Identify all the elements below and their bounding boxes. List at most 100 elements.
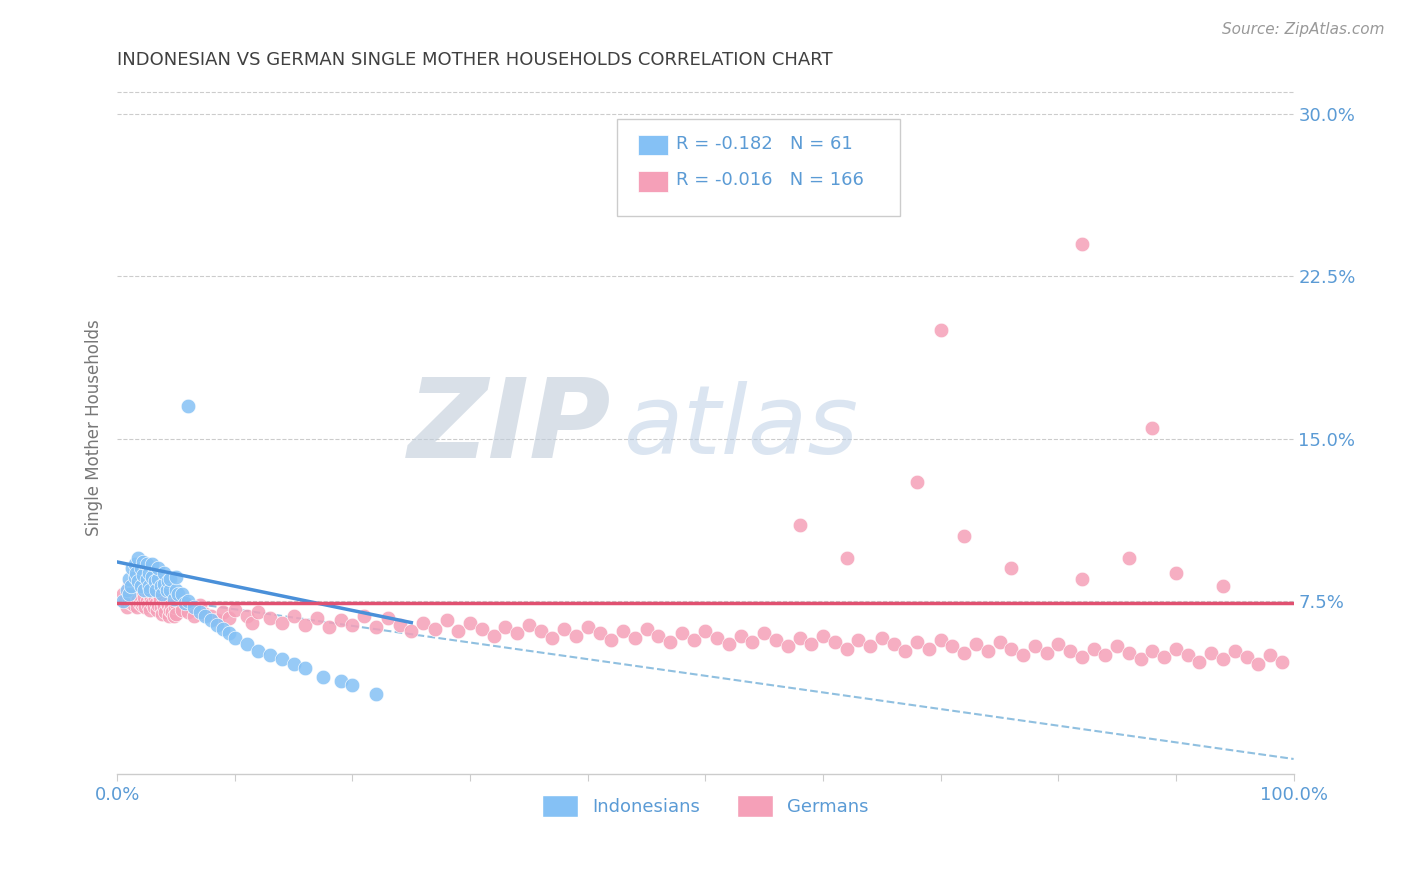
Point (659, 635, 682, 649)
Point (846, 632, 869, 647)
Point (129, 590, 152, 604)
Point (129, 579, 152, 593)
Point (905, 635, 928, 649)
Point (153, 576, 176, 591)
Point (283, 609, 305, 624)
Point (458, 615, 481, 630)
Point (789, 631, 811, 645)
Point (517, 617, 540, 632)
Point (447, 624, 470, 639)
Point (117, 583, 139, 598)
Point (329, 673, 352, 688)
Point (188, 599, 211, 613)
Point (132, 555, 155, 569)
Point (1000, 641, 1022, 656)
Point (776, 640, 799, 654)
Point (312, 670, 335, 684)
Point (121, 561, 143, 575)
Point (1177, 648, 1199, 662)
Point (929, 323, 952, 337)
Point (423, 622, 446, 636)
Point (134, 583, 156, 598)
Point (1070, 572, 1092, 586)
Point (1035, 646, 1057, 660)
Text: ZIP: ZIP (408, 375, 612, 482)
Point (155, 583, 177, 598)
Point (811, 629, 834, 643)
Point (174, 596, 197, 610)
Point (170, 602, 193, 616)
Point (148, 591, 170, 606)
Point (160, 599, 183, 613)
Point (1107, 640, 1129, 654)
Point (155, 596, 177, 610)
Point (259, 611, 281, 625)
Point (1247, 657, 1270, 671)
Point (124, 583, 146, 598)
Point (730, 629, 752, 643)
Point (118, 587, 141, 601)
Point (194, 609, 217, 624)
Point (682, 632, 704, 647)
Point (859, 640, 882, 654)
Point (1118, 646, 1140, 660)
Point (163, 591, 186, 606)
Text: INDONESIAN VS GERMAN SINGLE MOTHER HOUSEHOLDS CORRELATION CHART: INDONESIAN VS GERMAN SINGLE MOTHER HOUSE… (117, 51, 832, 69)
Point (150, 587, 173, 601)
Point (717, 637, 740, 651)
Point (377, 611, 399, 625)
Point (612, 624, 634, 639)
Point (135, 594, 157, 608)
Point (294, 661, 316, 675)
Point (149, 600, 172, 615)
Point (120, 579, 142, 593)
Point (364, 687, 387, 701)
Point (929, 632, 952, 647)
Point (125, 587, 148, 601)
Point (167, 587, 190, 601)
Point (1223, 644, 1246, 658)
Point (342, 617, 364, 632)
Point (506, 626, 529, 640)
Point (138, 579, 160, 593)
Point (153, 566, 176, 580)
Point (270, 652, 292, 666)
FancyBboxPatch shape (617, 120, 900, 217)
Point (741, 635, 763, 649)
Point (134, 600, 156, 615)
Point (132, 568, 155, 582)
Point (364, 620, 387, 634)
Point (1070, 236, 1092, 251)
Point (318, 620, 340, 634)
Point (118, 572, 141, 586)
Point (824, 635, 846, 649)
Point (188, 605, 211, 619)
Point (1142, 644, 1164, 658)
Point (754, 626, 776, 640)
Point (139, 602, 162, 616)
Point (125, 566, 148, 580)
Point (1047, 637, 1070, 651)
Point (1129, 652, 1152, 666)
Point (129, 583, 152, 598)
Point (124, 557, 146, 571)
Point (905, 475, 928, 489)
Point (870, 631, 893, 645)
Point (329, 614, 352, 628)
Point (183, 609, 205, 624)
Point (388, 617, 411, 632)
Point (1000, 561, 1022, 575)
Point (765, 632, 787, 647)
Point (218, 626, 240, 640)
Point (1070, 650, 1092, 665)
Point (1083, 641, 1105, 656)
Point (247, 605, 270, 619)
Point (1094, 648, 1116, 662)
Point (163, 600, 186, 615)
Point (647, 629, 669, 643)
Point (134, 590, 156, 604)
Point (112, 587, 135, 601)
Point (159, 594, 181, 608)
Point (471, 622, 494, 636)
Point (1199, 646, 1222, 660)
